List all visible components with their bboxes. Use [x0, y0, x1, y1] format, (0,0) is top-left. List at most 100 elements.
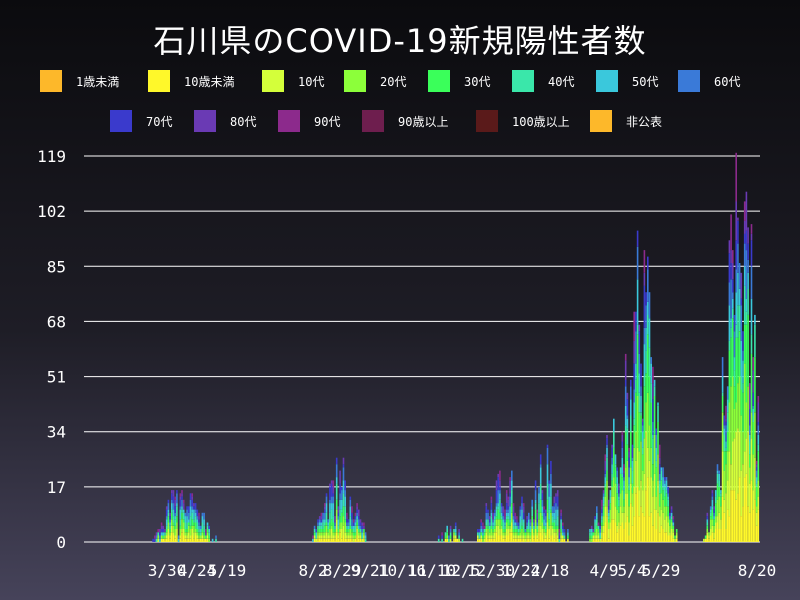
legend-label: 100歳以上: [512, 114, 570, 129]
bar-segment: [169, 535, 171, 539]
bar-segment: [330, 519, 333, 526]
bar-segment: [160, 532, 163, 536]
bar-segment: [752, 490, 754, 510]
bar-segment: [327, 522, 329, 526]
bar-segment: [597, 522, 600, 526]
bar-segment: [670, 509, 673, 513]
bar-segment: [652, 525, 654, 542]
bar-segment: [555, 503, 557, 510]
bar-segment: [194, 522, 197, 529]
bar-segment: [725, 464, 727, 494]
bar-segment: [555, 519, 557, 526]
bar-segment: [171, 525, 173, 533]
bar-segment: [556, 490, 559, 497]
legend-swatch: [344, 70, 366, 92]
bar-segment: [657, 512, 659, 542]
bar-segment: [181, 493, 183, 497]
bar-segment: [329, 499, 331, 503]
bar-segment: [752, 422, 754, 455]
bar-segment: [189, 499, 192, 507]
bar-segment: [538, 503, 540, 513]
legend-swatch: [596, 70, 618, 92]
bar-segment: [159, 532, 161, 536]
bar-segment: [733, 409, 736, 439]
bar-segment: [558, 538, 561, 542]
bar-segment: [641, 454, 644, 471]
bar-segment: [497, 477, 499, 491]
bar-segment: [165, 532, 168, 536]
bar-segment: [349, 538, 352, 542]
bar-segment: [184, 516, 187, 523]
bar-segment: [655, 529, 658, 542]
bar-segment: [511, 480, 513, 491]
bar-segment: [516, 525, 518, 529]
bar-segment: [740, 298, 743, 306]
bar-segment: [750, 266, 753, 299]
bar-segment: [614, 522, 617, 542]
bar-segment: [738, 431, 741, 478]
bar-segment: [628, 447, 630, 452]
bar-segment: [191, 519, 193, 526]
bar-segment: [165, 525, 168, 529]
bar-segment: [332, 522, 335, 533]
bar-segment: [344, 522, 346, 533]
bar-segment: [191, 509, 193, 513]
bar-segment: [482, 522, 484, 526]
bar-segment: [531, 516, 533, 523]
bar-segment: [720, 529, 722, 542]
bar-segment: [621, 522, 624, 542]
bar-segment: [630, 431, 632, 468]
bar-segment: [638, 412, 641, 452]
bar-segment: [742, 331, 744, 351]
bar-segment: [742, 506, 744, 542]
bar-segment: [324, 503, 326, 507]
bar-segment: [606, 470, 608, 481]
bar-segment: [346, 525, 348, 529]
bar-segment: [631, 483, 634, 494]
bar-segment: [186, 535, 188, 539]
bar-segment: [725, 441, 727, 448]
bar-segment: [194, 503, 197, 510]
bar-segment: [740, 470, 743, 516]
bar-segment: [337, 529, 340, 533]
bar-segment: [660, 509, 663, 526]
bar-segment: [553, 529, 556, 533]
bar-segment: [670, 522, 673, 529]
bar-segment: [648, 318, 651, 348]
bar-segment: [633, 402, 635, 419]
bar-segment: [356, 535, 358, 542]
bar-segment: [730, 337, 732, 387]
bar-segment: [616, 477, 618, 484]
bar-segment: [716, 470, 719, 474]
bar-segment: [546, 522, 549, 529]
bar-segment: [606, 457, 608, 471]
legend-item: 30代: [428, 70, 490, 92]
bar-segment: [633, 340, 635, 364]
x-tick-label: 9/21: [351, 561, 390, 580]
bar-segment: [732, 298, 734, 309]
bar-segment: [160, 538, 163, 542]
bar-segment: [179, 529, 182, 536]
bar-segment: [181, 509, 183, 513]
bar-segment: [505, 535, 508, 542]
bar-segment: [332, 535, 335, 539]
bar-segment: [662, 512, 664, 529]
bar-segment: [757, 402, 760, 422]
bar-segment: [643, 285, 646, 328]
bar-segment: [499, 480, 501, 487]
bar-segment: [356, 512, 358, 516]
bar-segment: [747, 431, 749, 507]
bar-segment: [618, 496, 620, 500]
bar-segment: [334, 535, 336, 539]
bar-segment: [188, 506, 190, 513]
bar-segment: [509, 522, 511, 526]
legend-label: 20代: [380, 74, 407, 89]
bar-segment: [511, 490, 513, 504]
bar-segment: [611, 480, 613, 487]
bar-segment: [613, 447, 615, 478]
legend-item: 10代: [262, 70, 324, 92]
legend-swatch: [278, 110, 300, 132]
bar-segment: [715, 516, 717, 523]
bar-segment: [669, 535, 671, 542]
bar-segment: [553, 503, 556, 507]
